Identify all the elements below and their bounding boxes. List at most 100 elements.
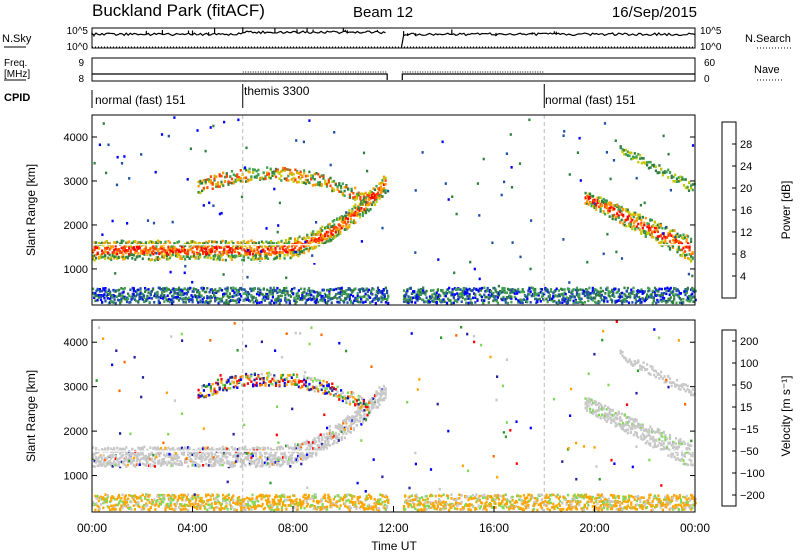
power-cell-588: [314, 291, 316, 294]
power-cell-2992: [340, 187, 342, 190]
power-cell-505: [281, 295, 283, 298]
power-cell-190: [163, 300, 165, 303]
power-cell-531: [291, 288, 293, 291]
power-cell-143: [145, 289, 147, 292]
power-cell-3105: [603, 210, 605, 213]
power-cell-3263: [651, 219, 653, 222]
power-cell-742: [371, 293, 373, 296]
power-cell-595: [316, 298, 318, 301]
velocity-cell-616: [325, 500, 327, 503]
power-cell-1990: [195, 241, 197, 244]
power-cell-1888: [169, 257, 171, 260]
velocity-cell-613: [324, 497, 326, 500]
power-cell-830: [417, 297, 419, 300]
power-cell-3417: [634, 152, 636, 155]
power-cell-2902: [287, 179, 289, 182]
power-cell-2518: [327, 231, 329, 234]
velocity-cell-221: [175, 507, 177, 510]
velocity-cell-988: [486, 505, 488, 508]
power-cell-2035: [207, 257, 209, 260]
power-cell-1750: [134, 258, 136, 261]
power-cell-978: [470, 298, 472, 301]
power-cell-3230: [640, 219, 642, 222]
power-cell-1045: [497, 302, 499, 305]
power-cell-475: [271, 299, 273, 302]
velocity-cell-121: [136, 497, 138, 500]
velocity-cell-1262: [587, 501, 589, 504]
velocity-cell-1085: [521, 499, 523, 502]
power-cell-513: [283, 287, 285, 290]
power-cell-1539: [682, 298, 684, 301]
power-cell-446: [259, 289, 261, 292]
power-cell-153: [150, 294, 152, 297]
power-cell-3493: [99, 144, 101, 147]
power-cell-1376: [621, 296, 623, 299]
power-cell-3577: [512, 241, 514, 244]
power-cell-3570: [603, 253, 605, 256]
power-cell-36: [106, 291, 108, 294]
velocity-cell-42: [108, 506, 110, 509]
power-cell-3242: [645, 217, 647, 220]
power-cell-120: [137, 289, 139, 292]
velocity-cell-589: [315, 493, 317, 496]
power-cell-3027: [361, 202, 363, 205]
power-cell-3569: [304, 241, 306, 244]
power-cell-2623: [354, 204, 356, 207]
power-cell-1503: [669, 293, 671, 296]
velocity-cell-696: [359, 496, 361, 499]
power-cell-470: [270, 302, 272, 305]
power-cell-3124: [609, 210, 611, 213]
velocity-cell-133: [142, 494, 144, 497]
power-cell-3592: [662, 232, 664, 235]
velocity-cell-303: [205, 495, 207, 498]
velocity-cell-409: [247, 503, 249, 506]
power-cell-367: [229, 292, 231, 295]
power-cell-966: [465, 298, 467, 301]
power-cell-1171: [545, 298, 547, 301]
power-cell-900: [441, 289, 443, 292]
power-cell-3283: [657, 230, 659, 233]
power-cell-3078: [595, 206, 597, 209]
power-cell-232: [177, 296, 179, 299]
power-cell-3294: [660, 224, 662, 227]
power-cell-720: [363, 290, 365, 293]
power-cell-499: [279, 302, 281, 305]
power-cell-3549: [501, 194, 503, 197]
power-cell-151: [149, 297, 151, 300]
power-cell-2979: [333, 189, 335, 192]
power-cell-1358: [613, 295, 615, 298]
power-cell-87: [124, 287, 126, 290]
velocity-cell-836: [426, 508, 428, 511]
velocity-cell-80: [121, 494, 123, 497]
power-cell-126: [140, 287, 142, 290]
power-cell-1082: [510, 296, 512, 299]
velocity-cell-435: [256, 497, 258, 500]
power-cell-814: [411, 301, 413, 304]
velocity-cell-981: [483, 494, 485, 497]
velocity-cell-960: [475, 493, 477, 496]
power-cell-3209: [634, 214, 636, 217]
power-cell-1289: [588, 287, 590, 290]
power-cell-486: [275, 301, 277, 304]
power-cell-2936: [308, 171, 310, 174]
power-cell-262: [187, 291, 189, 294]
velocity-cell-1201: [567, 500, 569, 503]
power-cell-3496: [103, 122, 105, 125]
power-cell-527: [289, 300, 291, 303]
velocity-cell-302: [205, 503, 207, 506]
power-cell-3424: [639, 154, 641, 157]
power-cell-3483: [692, 189, 694, 192]
power-cell-3183: [627, 218, 629, 221]
power-cell-1285: [587, 296, 589, 299]
power-cell-1400: [630, 289, 632, 292]
velocity-cell-908: [454, 507, 456, 510]
power-cell-3047: [586, 200, 588, 203]
power-cell-2067: [214, 255, 216, 258]
velocity-cell-236: [181, 505, 183, 508]
power-cell-3225: [639, 214, 641, 217]
power-cell-3514: [311, 254, 313, 257]
power-cell-582: [311, 298, 313, 301]
power-cell-776: [384, 298, 386, 301]
power-cell-676: [346, 296, 348, 299]
power-cell-853: [424, 300, 426, 303]
